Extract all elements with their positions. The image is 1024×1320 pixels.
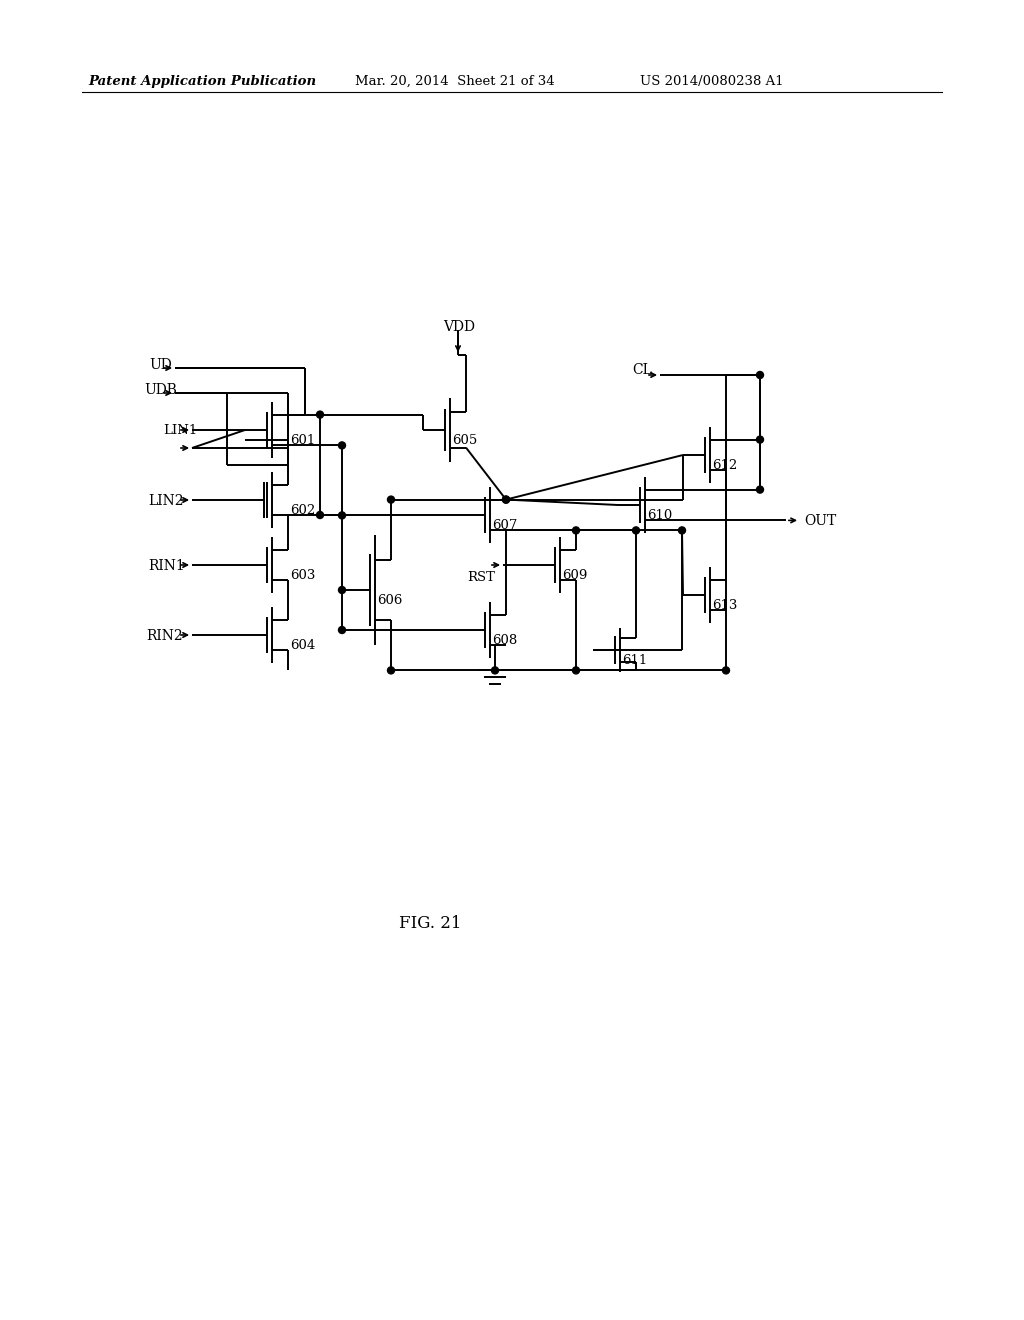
Text: US 2014/0080238 A1: US 2014/0080238 A1: [640, 75, 783, 88]
Circle shape: [633, 527, 640, 533]
Circle shape: [572, 527, 580, 533]
Circle shape: [339, 586, 345, 594]
Text: 606: 606: [377, 594, 402, 607]
Text: VDD: VDD: [443, 319, 475, 334]
Circle shape: [316, 511, 324, 519]
Circle shape: [679, 527, 685, 533]
Text: Mar. 20, 2014  Sheet 21 of 34: Mar. 20, 2014 Sheet 21 of 34: [355, 75, 555, 88]
Text: RST: RST: [467, 572, 495, 583]
Text: UDB: UDB: [144, 383, 177, 397]
Circle shape: [387, 667, 394, 675]
Text: 608: 608: [492, 634, 517, 647]
Circle shape: [387, 496, 394, 503]
Text: CL: CL: [632, 363, 652, 378]
Text: 601: 601: [290, 434, 315, 447]
Circle shape: [723, 667, 729, 675]
Circle shape: [316, 411, 324, 418]
Circle shape: [339, 512, 345, 519]
Text: 607: 607: [492, 519, 517, 532]
Text: OUT: OUT: [804, 515, 837, 528]
Text: LIN2: LIN2: [148, 494, 183, 508]
Circle shape: [572, 667, 580, 675]
Circle shape: [757, 486, 764, 494]
Circle shape: [757, 436, 764, 444]
Text: 603: 603: [290, 569, 315, 582]
Circle shape: [492, 667, 499, 675]
Text: 605: 605: [452, 434, 477, 447]
Text: 613: 613: [712, 599, 737, 612]
Circle shape: [339, 627, 345, 634]
Text: 610: 610: [647, 510, 672, 521]
Circle shape: [757, 371, 764, 379]
Circle shape: [339, 442, 345, 449]
Text: 604: 604: [290, 639, 315, 652]
Text: Patent Application Publication: Patent Application Publication: [88, 75, 316, 88]
Text: RIN2: RIN2: [146, 630, 182, 643]
Text: FIG. 21: FIG. 21: [398, 915, 461, 932]
Text: 612: 612: [712, 459, 737, 473]
Text: UD: UD: [150, 358, 172, 372]
Circle shape: [503, 496, 510, 503]
Text: RIN1: RIN1: [148, 558, 184, 573]
Text: 609: 609: [562, 569, 588, 582]
Text: 611: 611: [622, 653, 647, 667]
Text: LIN1: LIN1: [163, 424, 198, 437]
Text: 602: 602: [290, 504, 315, 517]
Circle shape: [503, 496, 510, 503]
